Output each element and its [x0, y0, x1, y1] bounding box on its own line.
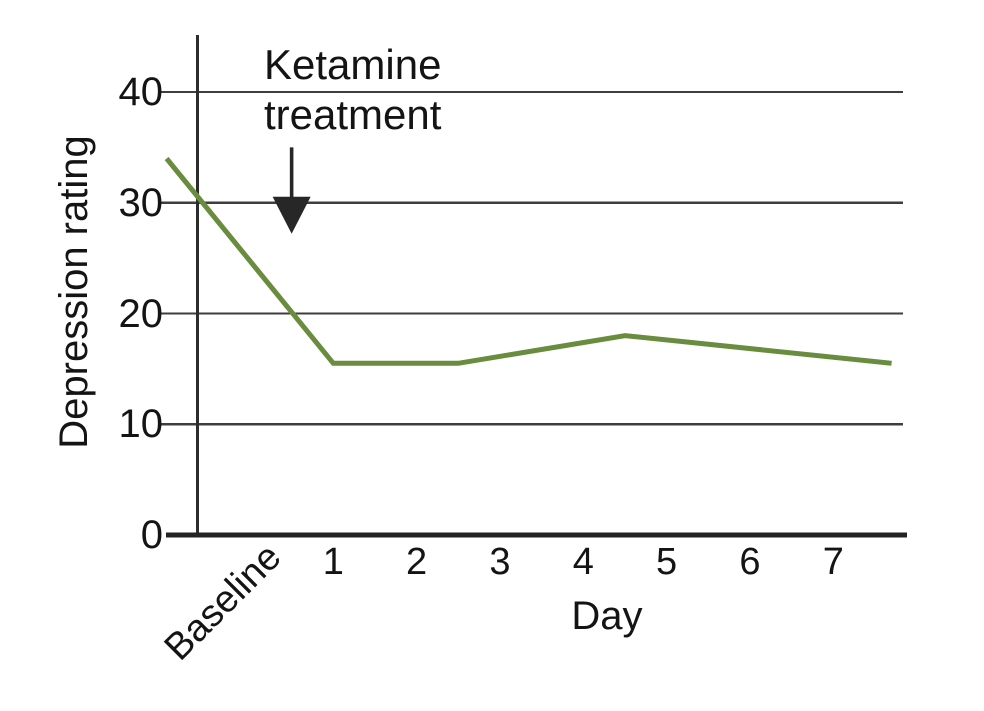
x-tick-2: 2: [406, 541, 428, 583]
annotation-ketamine-treatment: Ketamine treatment: [264, 41, 442, 138]
y-tick-20: 20: [118, 291, 164, 336]
y-tick-40: 40: [118, 70, 164, 114]
x-tick-1: 1: [322, 541, 344, 583]
y-tick-30: 30: [118, 180, 164, 225]
x-tick-3: 3: [489, 541, 511, 583]
gridlines: [161, 90, 903, 426]
y-tick-0: 0: [140, 513, 163, 557]
treatment-arrow: [272, 147, 311, 234]
x-axis-title: Day: [571, 594, 643, 638]
x-tick-6: 6: [739, 541, 761, 583]
y-axis-title: Depression rating: [52, 135, 96, 449]
x-tick-4: 4: [572, 541, 594, 583]
y-tick-10: 10: [118, 402, 164, 447]
axes: [166, 35, 907, 538]
depression-line: [164, 156, 892, 366]
x-tick-7: 7: [822, 541, 844, 583]
x-tick-5: 5: [656, 541, 678, 583]
